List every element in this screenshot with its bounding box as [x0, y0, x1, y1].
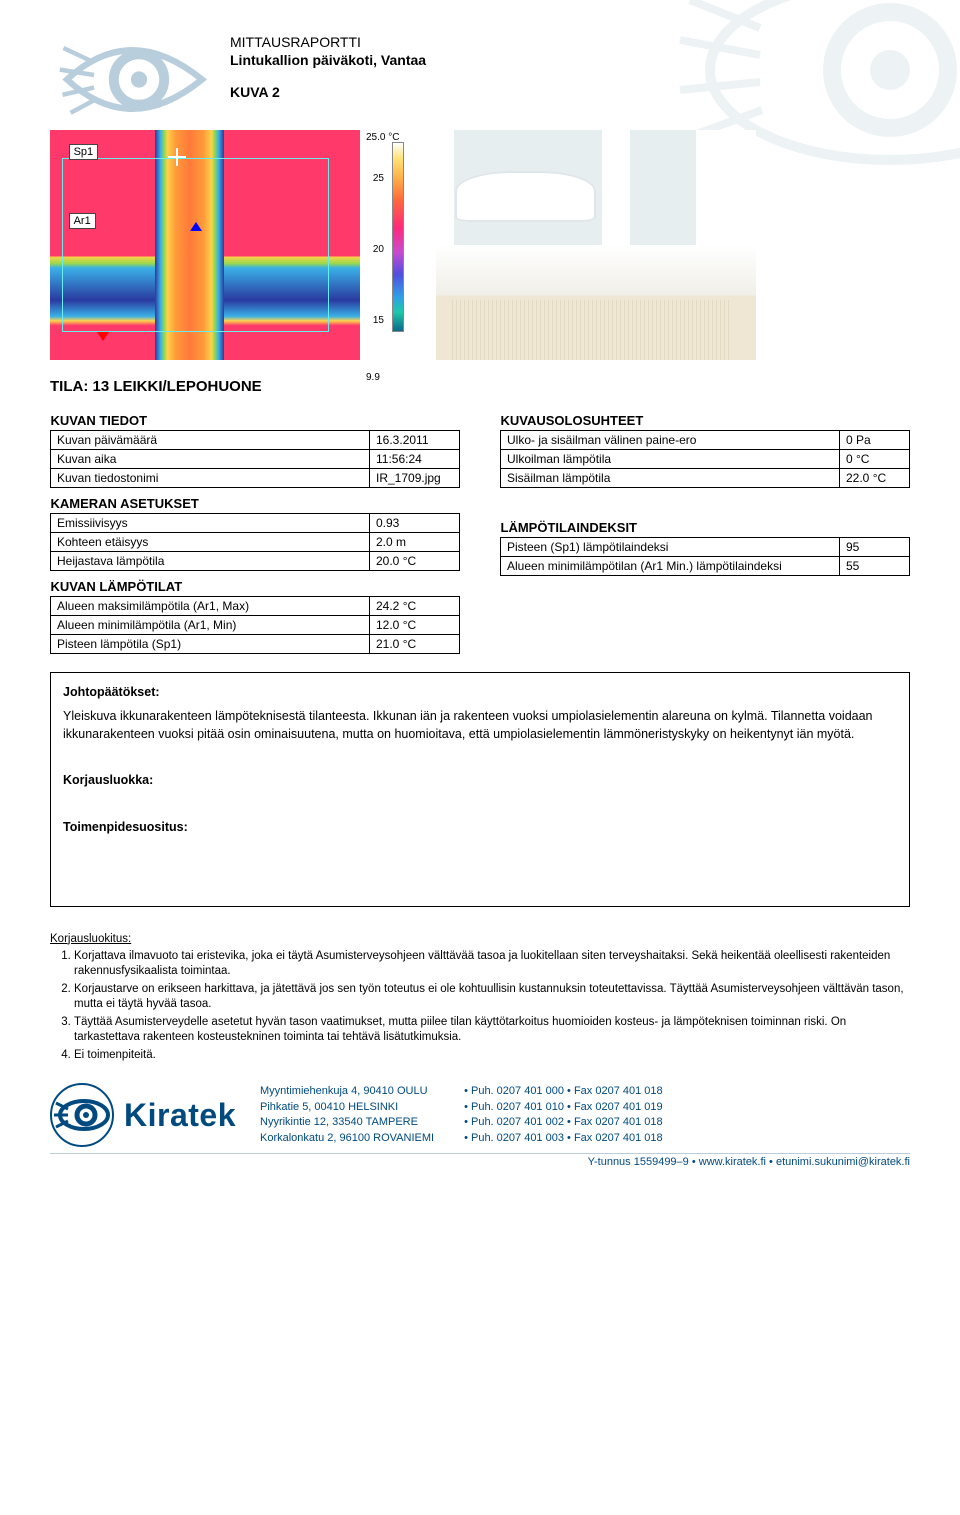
cell-val: 16.3.2011 — [370, 431, 460, 450]
max-marker-icon — [97, 332, 109, 341]
section-heading: KUVAN LÄMPÖTILAT — [51, 571, 460, 597]
addr-line: Nyyrikintie 12, 33540 TAMPERE — [260, 1115, 434, 1130]
cell-val: 2.0 m — [370, 533, 460, 552]
images-row: Sp1 Ar1 25.0 °C 25 20 15 9.9 — [50, 130, 910, 360]
addr-line: Pihkatie 5, 00410 HELSINKI — [260, 1100, 434, 1115]
report-title: MITTAUSRAPORTTI — [230, 34, 426, 50]
data-columns: KUVAN TIEDOT Kuvan päivämäärä16.3.2011 K… — [50, 405, 910, 654]
min-marker-icon — [190, 222, 202, 231]
cell-key: Pisteen lämpötila (Sp1) — [51, 635, 370, 654]
kl-item: Korjattava ilmavuoto tai eristevika, jok… — [74, 949, 910, 980]
kl-item: Täyttää Asumisterveydelle asetetut hyvän… — [74, 1015, 910, 1046]
cell-val: 20.0 °C — [370, 552, 460, 571]
lampotilaindeksit-table: LÄMPÖTILAINDEKSIT Pisteen (Sp1) lämpötil… — [500, 512, 910, 576]
cell-key: Kuvan päivämäärä — [51, 431, 370, 450]
cell-key: Alueen minimilämpötilan (Ar1 Min.) lämpö… — [501, 557, 840, 576]
ar1-label: Ar1 — [69, 213, 96, 229]
cell-key: Emissiivisyys — [51, 514, 370, 533]
cell-key: Kuvan tiedostonimi — [51, 469, 370, 488]
reference-photo — [436, 130, 756, 360]
cell-val: 0.93 — [370, 514, 460, 533]
addr-line: Myyntimiehenkuja 4, 90410 OULU — [260, 1084, 434, 1099]
cell-val: 95 — [840, 538, 910, 557]
phone: Puh. 0207 401 010 — [471, 1101, 564, 1113]
footer-addresses: Myyntimiehenkuja 4, 90410 OULU Pihkatie … — [260, 1084, 434, 1146]
conclusions-title: Johtopäätökset: — [63, 683, 897, 701]
fax: Fax 0207 401 018 — [574, 1132, 663, 1144]
cell-key: Alueen minimilämpötila (Ar1, Min) — [51, 616, 370, 635]
section-heading: LÄMPÖTILAINDEKSIT — [501, 512, 910, 538]
conclusions-box: Johtopäätökset: Yleiskuva ikkunarakentee… — [50, 672, 910, 907]
fax: Fax 0207 401 018 — [574, 1116, 663, 1128]
sp1-marker — [168, 148, 186, 166]
footer-bottom: Y-tunnus 1559499–9 • www.kiratek.fi • et… — [50, 1153, 910, 1168]
right-col: KUVAUSOLOSUHTEET Ulko- ja sisäilman väli… — [500, 405, 910, 576]
cell-key: Kuvan aika — [51, 450, 370, 469]
footer-info: Myyntimiehenkuja 4, 90410 OULU Pihkatie … — [260, 1084, 910, 1146]
tila-title: TILA: 13 LEIKKI/LEPOHUONE — [50, 378, 910, 395]
cell-val: IR_1709.jpg — [370, 469, 460, 488]
section-heading: KUVAUSOLOSUHTEET — [501, 405, 910, 431]
fax: Fax 0207 401 019 — [574, 1101, 663, 1113]
kuvan-tiedot-table: KUVAN TIEDOT Kuvan päivämäärä16.3.2011 K… — [50, 405, 460, 654]
cell-val: 21.0 °C — [370, 635, 460, 654]
cell-val: 11:56:24 — [370, 450, 460, 469]
cell-val: 22.0 °C — [840, 469, 910, 488]
kl-item: Korjaustarve on erikseen harkittava, ja … — [74, 982, 910, 1013]
header-text: MITTAUSRAPORTTI Lintukallion päiväkoti, … — [230, 30, 426, 100]
left-col: KUVAN TIEDOT Kuvan päivämäärä16.3.2011 K… — [50, 405, 460, 654]
cell-key: Sisäilman lämpötila — [501, 469, 840, 488]
cell-key: Alueen maksimilämpötila (Ar1, Max) — [51, 597, 370, 616]
scale-min: 9.9 — [366, 372, 404, 383]
cell-key: Ulkoilman lämpötila — [501, 450, 840, 469]
section-heading: KUVAN TIEDOT — [51, 405, 460, 431]
phone: Puh. 0207 401 002 — [471, 1116, 564, 1128]
section-heading: KAMERAN ASETUKSET — [51, 488, 460, 514]
fax: Fax 0207 401 018 — [574, 1085, 663, 1097]
kl-item: Ei toimenpiteitä. — [74, 1048, 910, 1064]
toimenpidesuositus-label: Toimenpidesuositus: — [63, 818, 897, 836]
addr-line: Korkalonkatu 2, 96100 ROVANIEMI — [260, 1131, 434, 1146]
report-subtitle: Lintukallion päiväkoti, Vantaa — [230, 52, 426, 68]
cell-val: 12.0 °C — [370, 616, 460, 635]
color-scale: 25.0 °C 25 20 15 9.9 — [360, 130, 406, 360]
cell-key: Ulko- ja sisäilman välinen paine-ero — [501, 431, 840, 450]
kuva-number: KUVA 2 — [230, 84, 426, 100]
footer-logo: Kiratek — [50, 1083, 236, 1147]
phone: Puh. 0207 401 000 — [471, 1085, 564, 1097]
cell-key: Heijastava lämpötila — [51, 552, 370, 571]
korjausluokitus-list: Korjattava ilmavuoto tai eristevika, jok… — [50, 949, 910, 1064]
ar1-box — [62, 158, 329, 333]
header-row: MITTAUSRAPORTTI Lintukallion päiväkoti, … — [50, 30, 910, 120]
header-eye-icon — [50, 30, 210, 120]
cell-key: Pisteen (Sp1) lämpötilaindeksi — [501, 538, 840, 557]
sp1-label: Sp1 — [69, 144, 99, 160]
footer: Kiratek Myyntimiehenkuja 4, 90410 OULU P… — [50, 1083, 910, 1147]
cell-val: 0 Pa — [840, 431, 910, 450]
kiratek-eye-icon — [50, 1083, 114, 1147]
korjausluokka-label: Korjausluokka: — [63, 771, 897, 789]
footer-phones: • Puh. 0207 401 000 • Fax 0207 401 018 •… — [464, 1084, 663, 1146]
korjausluokitus-title: Korjausluokitus: — [50, 933, 910, 945]
thermal-wrap: Sp1 Ar1 25.0 °C 25 20 15 9.9 — [50, 130, 406, 360]
cell-val: 24.2 °C — [370, 597, 460, 616]
thermal-image: Sp1 Ar1 — [50, 130, 360, 360]
cell-key: Kohteen etäisyys — [51, 533, 370, 552]
conclusions-text: Yleiskuva ikkunarakenteen lämpöteknisest… — [63, 707, 897, 743]
cell-val: 55 — [840, 557, 910, 576]
phone: Puh. 0207 401 003 — [471, 1132, 564, 1144]
company-name: Kiratek — [124, 1097, 236, 1134]
cell-val: 0 °C — [840, 450, 910, 469]
kuvausolosuhteet-table: KUVAUSOLOSUHTEET Ulko- ja sisäilman väli… — [500, 405, 910, 488]
